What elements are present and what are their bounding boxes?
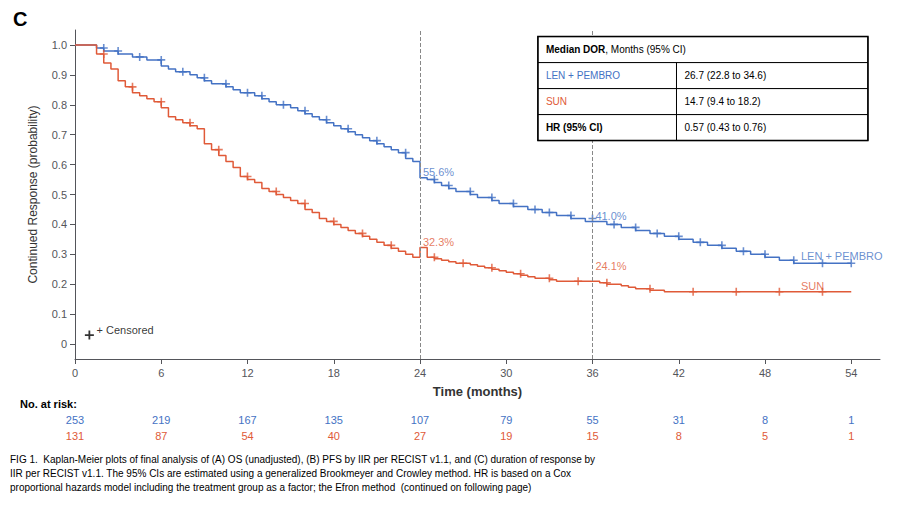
svg-text:0.57 (0.43 to 0.76): 0.57 (0.43 to 0.76): [684, 122, 766, 133]
svg-text:6: 6: [158, 367, 164, 379]
svg-text:Continued Response (probabilit: Continued Response (probability): [26, 105, 40, 283]
svg-text:19: 19: [500, 430, 512, 442]
svg-text:SUN: SUN: [546, 96, 567, 107]
svg-text:LEN + PEMBRO: LEN + PEMBRO: [546, 70, 620, 81]
svg-text:1: 1: [848, 414, 854, 426]
svg-text:IIR per RECIST v1.1. The 95% C: IIR per RECIST v1.1. The 95% CIs are est…: [10, 468, 571, 479]
svg-text:15: 15: [586, 430, 598, 442]
svg-text:1.0: 1.0: [52, 39, 67, 51]
svg-text:FIG 1. Kaplan-Meier plots of: FIG 1. Kaplan-Meier plots of final analy…: [10, 454, 595, 465]
svg-text:167: 167: [238, 414, 256, 426]
svg-text:18: 18: [328, 367, 340, 379]
svg-text:8: 8: [676, 430, 682, 442]
svg-text:12: 12: [241, 367, 253, 379]
svg-text:0.7: 0.7: [52, 129, 67, 141]
svg-text:32.3%: 32.3%: [423, 236, 454, 248]
svg-text:0.1: 0.1: [52, 308, 67, 320]
svg-text:0: 0: [72, 367, 78, 379]
svg-text:26.7 (22.8 to 34.6): 26.7 (22.8 to 34.6): [684, 70, 766, 81]
svg-text:0: 0: [61, 338, 67, 350]
svg-text:131: 131: [66, 430, 84, 442]
svg-text:proportional hazards model inc: proportional hazards model including the…: [10, 482, 531, 493]
svg-text:0.9: 0.9: [52, 69, 67, 81]
svg-text:Time (months): Time (months): [433, 384, 522, 399]
svg-text:8: 8: [762, 414, 768, 426]
svg-text:SUN: SUN: [801, 280, 824, 292]
svg-text:48: 48: [759, 367, 771, 379]
svg-text:107: 107: [411, 414, 429, 426]
svg-text:0.5: 0.5: [52, 189, 67, 201]
svg-text:41.0%: 41.0%: [595, 210, 626, 222]
svg-text:42: 42: [673, 367, 685, 379]
svg-text:1: 1: [848, 430, 854, 442]
svg-text:30: 30: [500, 367, 512, 379]
svg-text:HR (95% CI): HR (95% CI): [546, 122, 603, 133]
svg-text:LEN + PEMBRO: LEN + PEMBRO: [801, 250, 883, 262]
svg-text:24.1%: 24.1%: [595, 260, 626, 272]
svg-text:54: 54: [845, 367, 857, 379]
svg-text:No. at risk:: No. at risk:: [20, 398, 77, 410]
svg-text:24: 24: [414, 367, 426, 379]
svg-text:219: 219: [152, 414, 170, 426]
svg-text:55: 55: [586, 414, 598, 426]
svg-text:135: 135: [325, 414, 343, 426]
svg-text:87: 87: [155, 430, 167, 442]
svg-text:31: 31: [673, 414, 685, 426]
svg-text:36: 36: [586, 367, 598, 379]
svg-text:Median DOR: Median DOR: [546, 44, 606, 55]
svg-text:0.6: 0.6: [52, 159, 67, 171]
svg-text:0.4: 0.4: [52, 218, 67, 230]
svg-text:54: 54: [241, 430, 253, 442]
svg-text:79: 79: [500, 414, 512, 426]
svg-text:55.6%: 55.6%: [423, 166, 454, 178]
svg-text:253: 253: [66, 414, 84, 426]
svg-text:0.8: 0.8: [52, 99, 67, 111]
svg-text:0.3: 0.3: [52, 248, 67, 260]
svg-text:5: 5: [762, 430, 768, 442]
svg-text:, Months (95% CI): , Months (95% CI): [605, 44, 686, 55]
svg-text:0.2: 0.2: [52, 278, 67, 290]
svg-text:27: 27: [414, 430, 426, 442]
svg-text:40: 40: [328, 430, 340, 442]
svg-text:+ Censored: + Censored: [97, 324, 154, 336]
svg-text:14.7 (9.4 to 18.2): 14.7 (9.4 to 18.2): [684, 96, 760, 107]
svg-text:C: C: [13, 8, 27, 30]
